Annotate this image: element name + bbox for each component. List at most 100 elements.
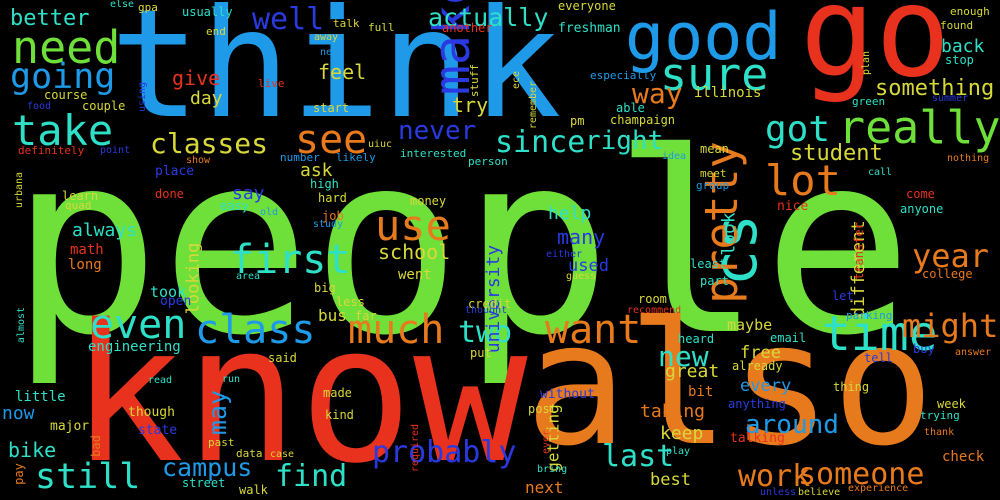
word-already: already: [732, 359, 783, 373]
word-last: last: [602, 439, 675, 474]
word-sure: sure: [660, 48, 769, 101]
word-course: course: [44, 88, 88, 102]
word-new: new: [658, 340, 709, 373]
word-hard: hard: [318, 191, 347, 205]
word-job: job: [322, 209, 344, 223]
word-live: live: [258, 77, 285, 90]
word-well: well: [252, 2, 325, 37]
word-need: need: [12, 21, 121, 74]
word-work: work: [738, 459, 811, 494]
word-likely: likely: [336, 151, 376, 164]
word-champaign: champaign: [610, 113, 676, 127]
word-interested: interested: [400, 147, 467, 160]
word-full: full: [368, 21, 395, 34]
word-run: run: [222, 374, 241, 385]
word-street: street: [182, 476, 226, 490]
word-maybe: maybe: [727, 316, 773, 334]
word-quad: quad: [65, 199, 92, 212]
word-though: though: [128, 405, 175, 420]
word-around: around: [745, 410, 839, 440]
word-made: made: [323, 386, 352, 400]
word-something: something: [875, 76, 995, 101]
word-keep: keep: [660, 423, 704, 444]
word-back: back: [941, 36, 985, 57]
word-even: even: [90, 302, 187, 348]
word-credit: credit: [468, 297, 512, 311]
word-best: best: [650, 470, 691, 490]
word-enough: enough: [950, 5, 990, 18]
word-taking: taking: [640, 401, 706, 422]
word-come: come: [906, 187, 935, 201]
word-easy: easy: [220, 199, 249, 213]
word-really: really: [838, 101, 1000, 154]
word-transfer: transfer: [851, 222, 866, 280]
word-gpa: gpa: [138, 1, 158, 14]
word-guess: guess: [566, 271, 597, 282]
word-many: many: [557, 225, 606, 249]
word-group: group: [696, 179, 730, 192]
word-class: class: [195, 307, 316, 353]
word-bring: bring: [537, 464, 568, 475]
word-less: less: [336, 295, 365, 309]
word-thought: thought: [465, 305, 508, 316]
word-said: said: [268, 351, 297, 365]
word-day: day: [190, 88, 223, 109]
word-experience: experience: [848, 483, 909, 494]
word-another: another: [442, 21, 493, 35]
word-meet: meet: [700, 167, 727, 180]
word-show: show: [186, 155, 211, 166]
word-money: money: [410, 194, 447, 208]
word-better: better: [10, 6, 90, 31]
word-bad: bad: [88, 435, 103, 457]
word-put: put: [470, 346, 492, 360]
word-also: also: [525, 286, 935, 484]
word-summer: summer: [932, 93, 969, 104]
word-case: case: [270, 449, 295, 460]
word-ever: ever: [541, 429, 553, 455]
word-someone: someone: [798, 457, 925, 492]
word-place: place: [155, 164, 195, 179]
word-believe: believe: [798, 487, 841, 498]
word-way: way: [632, 77, 683, 110]
word-post: post: [528, 402, 557, 416]
word-read: read: [148, 375, 173, 386]
word-feel: feel: [318, 60, 367, 84]
word-every: every: [740, 376, 792, 396]
word-bit: bit: [688, 384, 714, 400]
word-room: room: [638, 292, 667, 306]
word-heard: heard: [678, 332, 715, 346]
word-couple: couple: [82, 99, 126, 113]
word-now: now: [2, 403, 35, 424]
word-learn: learn: [62, 189, 99, 203]
word-recommend: recommend: [627, 305, 682, 316]
word-try: try: [452, 93, 489, 117]
word-little: little: [15, 389, 66, 405]
word-lot: lot: [765, 156, 841, 205]
word-remember: remember: [528, 80, 540, 130]
word-buy: buy: [913, 342, 935, 356]
word-bike: bike: [8, 438, 57, 462]
word-past: past: [208, 436, 235, 449]
word-let: let: [832, 289, 854, 303]
word-pay: pay: [11, 463, 26, 485]
word-may: may: [203, 389, 233, 436]
word-got: got: [765, 109, 831, 150]
word-else: else: [110, 0, 135, 10]
word-end: end: [206, 25, 226, 38]
word-first: first: [230, 237, 351, 283]
word-illinois: illinois: [694, 85, 762, 101]
word-major: major: [50, 419, 90, 434]
word-near: near: [320, 47, 345, 58]
word-food: food: [27, 101, 52, 112]
word-want: want: [545, 307, 642, 353]
word-freshman: freshman: [558, 21, 621, 36]
word-walk: walk: [239, 483, 268, 497]
word-far: far: [355, 309, 377, 323]
word-area: area: [236, 271, 261, 282]
word-still: still: [35, 457, 141, 497]
word-find: find: [275, 459, 348, 494]
word-play: play: [666, 446, 691, 457]
word-study: study: [313, 219, 344, 230]
word-people: people: [10, 99, 914, 390]
word-always: always: [72, 220, 138, 241]
